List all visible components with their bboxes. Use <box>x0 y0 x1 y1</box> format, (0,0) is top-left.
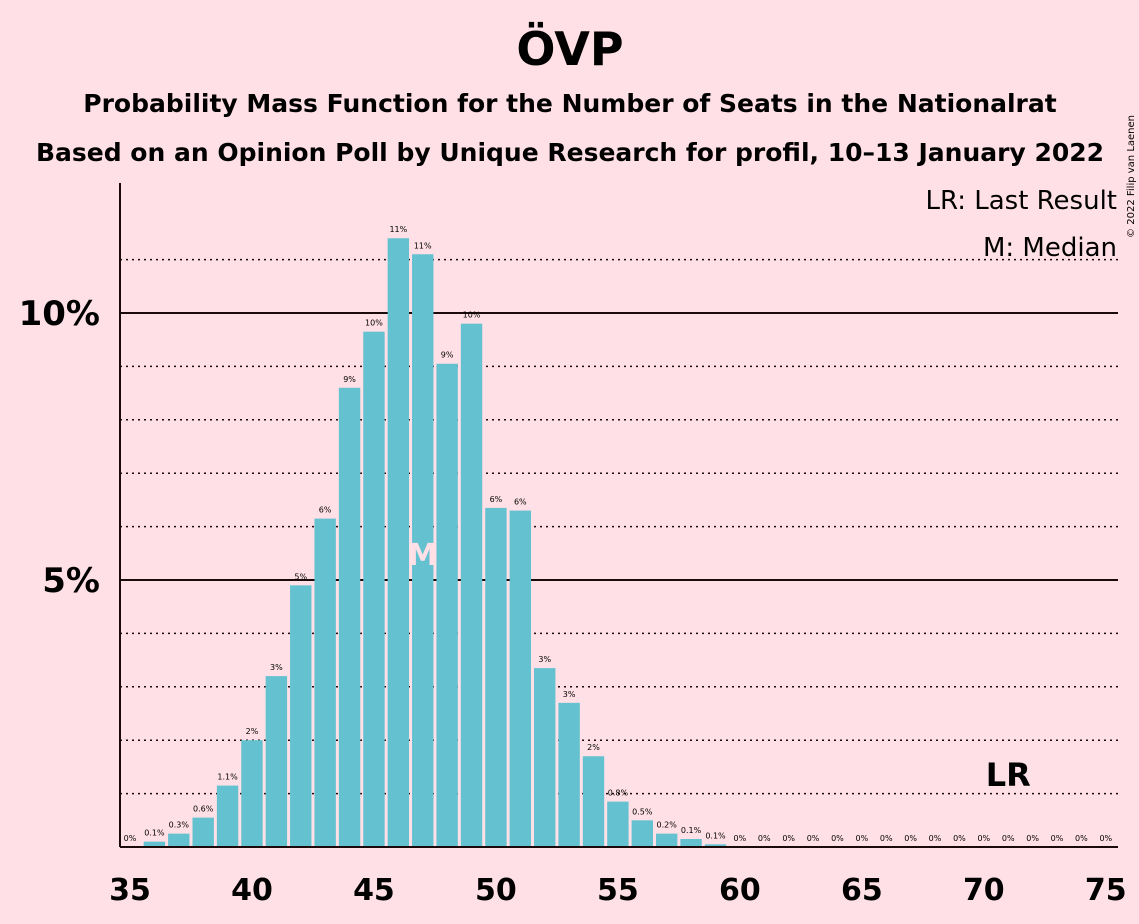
axes-group <box>119 183 1118 848</box>
bar <box>509 510 532 847</box>
bar <box>436 363 458 847</box>
bar <box>168 833 190 847</box>
x-tick-label: 40 <box>231 873 273 908</box>
bar-value-label: 0.2% <box>657 821 678 830</box>
bar-labels-group: 0% 0.1% 0.3%0.6% 1.1% 2% 3% 5% 6% 9% 10% 11% 11% 9% 1… <box>124 225 1113 843</box>
median-marker: M <box>408 538 438 573</box>
bar-value-label: 0% <box>1026 834 1039 843</box>
bar <box>631 820 653 847</box>
bar-value-label: 0% <box>1099 834 1112 843</box>
bar-value-label: 0% <box>856 834 869 843</box>
bar <box>387 238 410 848</box>
bar <box>680 838 702 847</box>
bar-value-label: 0% <box>1002 834 1015 843</box>
bar <box>290 585 312 847</box>
legend-entry: M: Median <box>983 233 1117 263</box>
x-tick-label: 55 <box>597 873 639 908</box>
x-tick-label: 75 <box>1085 873 1127 908</box>
bar-value-label: 0% <box>124 834 137 843</box>
bar-value-label: 0% <box>880 834 893 843</box>
x-tick-labels: 35 40 45 50 55 60 65 70 75 <box>109 873 1127 908</box>
bar <box>582 756 605 847</box>
bar-value-label: 6% <box>490 495 503 504</box>
bar-value-label: 2% <box>587 743 600 752</box>
grid-lines <box>120 258 1118 795</box>
bar-value-label: 1.1% <box>217 773 238 782</box>
x-tick-label: 70 <box>963 873 1005 908</box>
bar-value-label: 0% <box>807 834 820 843</box>
bar-value-label: 6% <box>514 498 527 507</box>
bar-value-label: 0.1% <box>144 829 165 838</box>
bar-value-label: 0% <box>734 834 747 843</box>
bar-value-label: 2% <box>246 727 259 736</box>
x-tick-label: 65 <box>841 873 883 908</box>
chart-title: ÖVP <box>516 22 623 76</box>
bar <box>363 331 385 847</box>
legend-entry: LR: Last Result <box>925 186 1117 216</box>
bar-value-label: 10% <box>365 319 383 328</box>
bar-value-label: 0.8% <box>608 789 629 798</box>
y-tick-labels: 5% 10% <box>19 294 100 601</box>
bar <box>534 668 556 847</box>
bar-value-label: 3% <box>563 690 576 699</box>
bar-value-label: 0% <box>953 834 966 843</box>
bar <box>241 740 263 847</box>
bar <box>265 676 288 847</box>
bar <box>558 702 580 847</box>
median-label: M <box>408 538 438 573</box>
x-tick-label: 35 <box>109 873 151 908</box>
copyright-credit: © 2022 Filip van Laenen <box>1126 115 1137 238</box>
bar-value-label: 0% <box>904 834 917 843</box>
legend: LR: Last Result M: Median <box>925 186 1117 263</box>
bar-value-label: 0% <box>758 834 771 843</box>
bar-value-label: 11% <box>414 241 432 250</box>
bar-value-label: 5% <box>294 572 307 581</box>
x-tick-label: 50 <box>475 873 517 908</box>
x-tick-label: 45 <box>353 873 395 908</box>
bar-value-label: 0% <box>1075 834 1088 843</box>
x-tick-label: 60 <box>719 873 761 908</box>
bar-value-label: 6% <box>319 506 332 515</box>
last-result-label: LR <box>986 756 1031 794</box>
bar <box>485 507 507 847</box>
chart-subtitle-2: Based on an Opinion Poll by Unique Resea… <box>36 138 1104 167</box>
bar-value-label: 0.5% <box>632 807 653 816</box>
y-tick-label: 5% <box>42 561 100 601</box>
bar-value-label: 0.1% <box>705 831 726 840</box>
y-tick-label: 10% <box>19 294 100 334</box>
bar-value-label: 9% <box>343 375 356 384</box>
bar-value-label: 0% <box>831 834 844 843</box>
bar-value-label: 0% <box>977 834 990 843</box>
bar-value-label: 0% <box>782 834 795 843</box>
bars-group <box>143 238 727 848</box>
bar <box>704 844 727 847</box>
chart-subtitle-1: Probability Mass Function for the Number… <box>83 89 1056 118</box>
bar-value-label: 9% <box>441 351 454 360</box>
bar <box>314 518 336 847</box>
bar <box>655 833 678 847</box>
bar <box>412 254 434 847</box>
bar-value-label: 0.3% <box>169 821 190 830</box>
bar-value-label: 0.6% <box>193 805 214 814</box>
bar-value-label: 3% <box>538 655 551 664</box>
bar <box>607 801 629 847</box>
bar-value-label: 11% <box>389 225 407 234</box>
last-result-marker: LR <box>986 756 1031 794</box>
bar <box>143 841 166 847</box>
bar-value-label: 0% <box>1051 834 1064 843</box>
bar-value-label: 3% <box>270 663 283 672</box>
bar-value-label: 10% <box>463 311 481 320</box>
bar-value-label: 0% <box>929 834 942 843</box>
bar <box>460 323 483 847</box>
bar <box>192 817 214 847</box>
bar-value-label: 0.1% <box>681 826 702 835</box>
bar <box>216 785 239 847</box>
bar <box>338 387 361 847</box>
